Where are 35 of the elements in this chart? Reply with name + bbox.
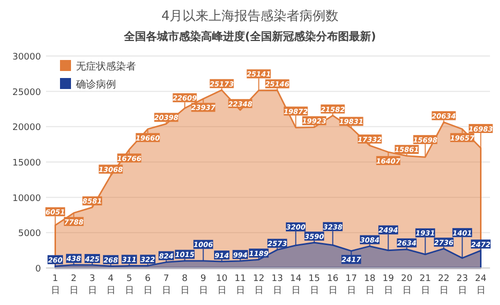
x-tick-label: 7日 [162,274,171,296]
legend-label: 确诊病例 [75,78,116,90]
x-tick-label: 24日 [475,274,487,296]
x-tick-label: 12日 [253,274,264,296]
x-tick-label: 20日 [401,274,413,296]
y-tick-label: 25000 [12,88,42,98]
x-tick-label: 15日 [308,274,320,296]
x-tick-label: 14日 [290,274,302,296]
x-tick-label: 13日 [272,274,283,296]
x-tick-label: 4日 [106,274,116,296]
y-tick-label: 10000 [12,194,42,204]
x-tick-label: 16日 [327,274,339,296]
x-tick-label: 2日 [69,274,78,296]
x-tick-label: 5日 [124,274,134,296]
text: 全国各城市感染高峰进度(全国新冠感染分布图最新) [122,30,376,43]
x-tick-label: 1日 [50,274,60,296]
x-tick-label: 17日 [346,274,357,296]
y-tick-label: 15000 [12,158,42,168]
x-tick-label: 21日 [420,274,431,296]
y-tick-label: 20000 [12,123,42,134]
legend-label: 无症状感染者 [76,60,136,72]
x-tick-label: 11日 [234,274,246,296]
y-tick-label: 5000 [18,229,42,240]
x-tick-label: 18日 [364,274,376,296]
x-tick-label: 9日 [198,274,208,296]
x-tick-label: 3日 [88,274,97,296]
chart-title: 4月以来上海报告感染者病例数 [161,9,339,24]
x-tick-label: 19日 [382,274,394,296]
y-tick-label: 0 [35,264,42,274]
x-tick-label: 22日 [438,274,450,296]
y-tick-label: 30000 [12,52,42,62]
x-tick-label: 10日 [216,274,228,296]
x-tick-label: 6日 [143,274,152,296]
x-tick-label: 23日 [456,274,468,296]
x-tick-label: 8日 [180,274,190,296]
